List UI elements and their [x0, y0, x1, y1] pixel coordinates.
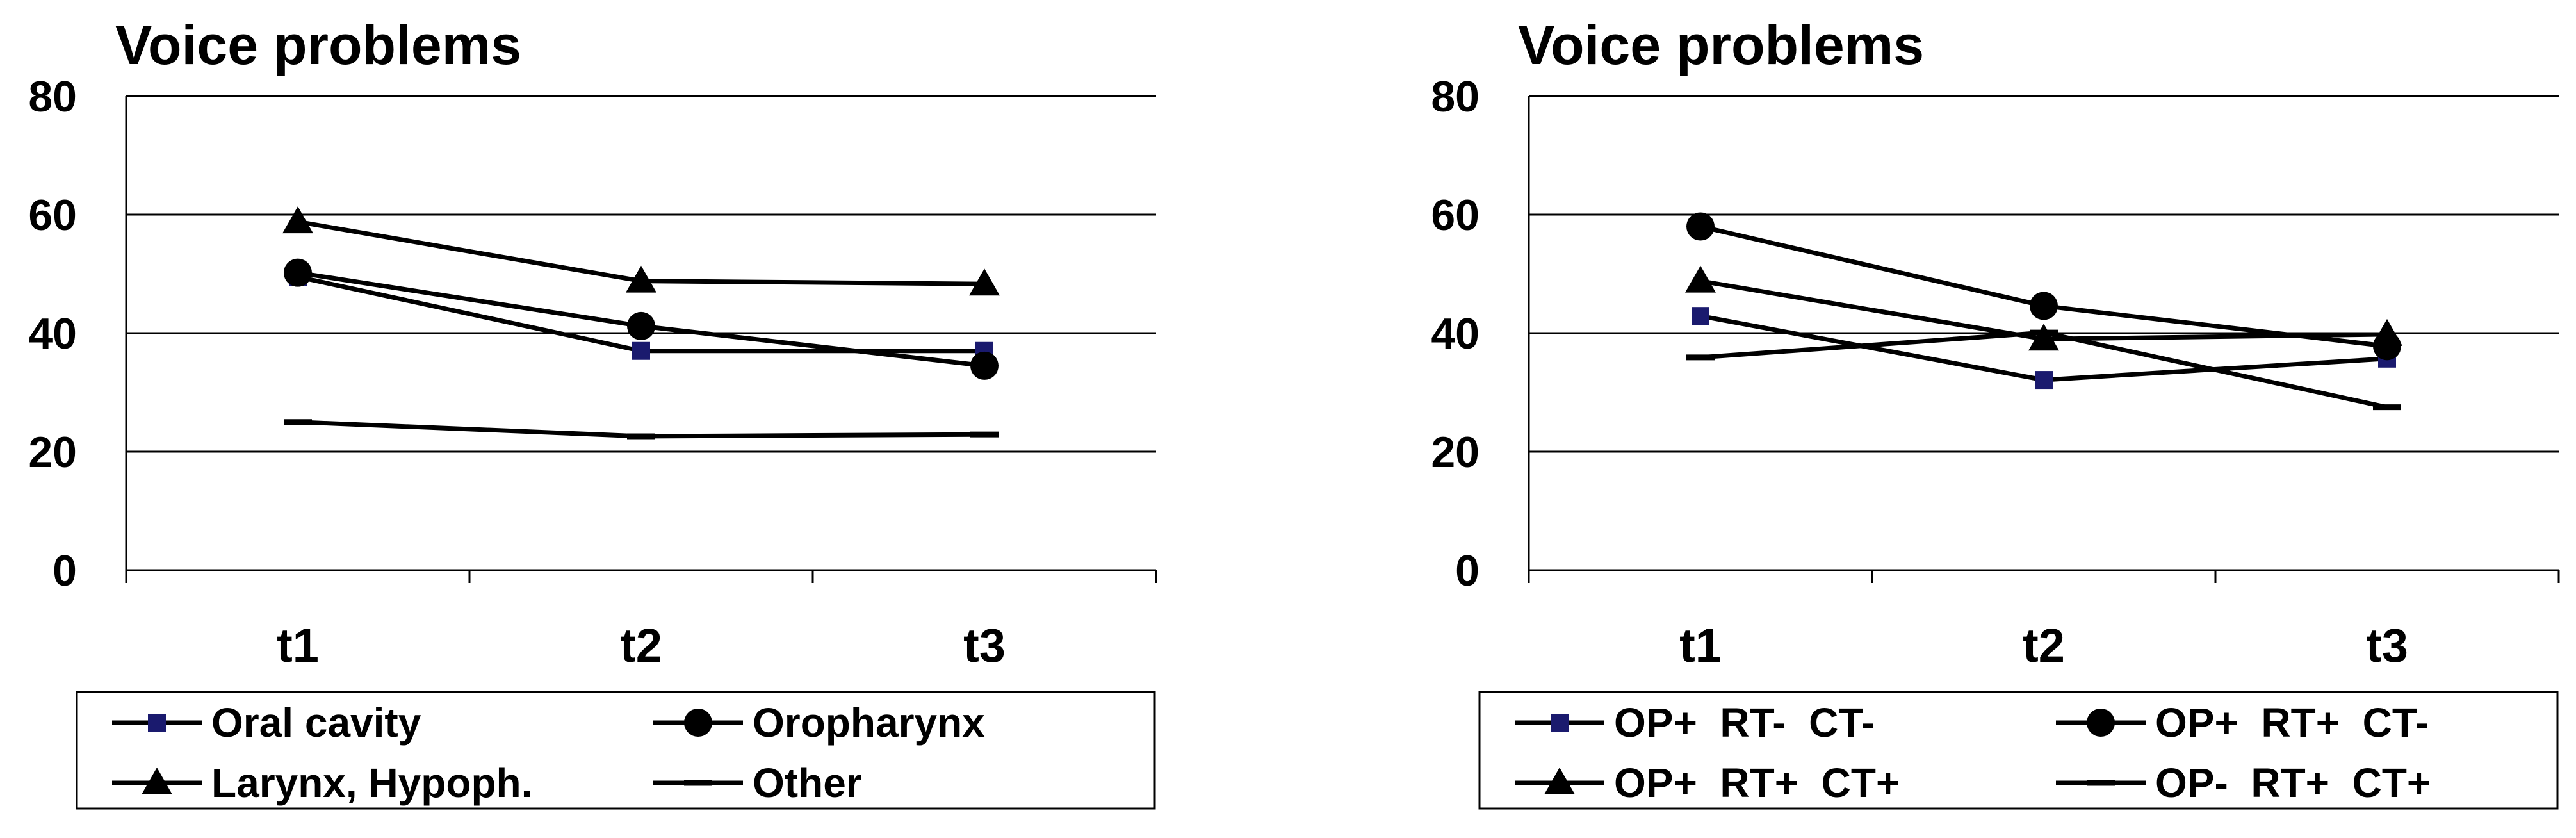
legend-label: OP- RT+ CT+: [2155, 760, 2431, 806]
y-tick-label: 60: [28, 191, 77, 240]
data-point: [1686, 212, 1715, 241]
x-tick-label: t2: [620, 619, 662, 672]
chart-right: Voice problems 0 20 40 60 80 t1 t2 t3 OP+ RT- C…: [1403, 0, 2576, 838]
legend-marker: [142, 768, 172, 794]
legend: OP+ RT- CT- OP+ RT+ CT- OP+ RT+ CT+ OP- RT+…: [1478, 691, 2559, 810]
legend-label: OP+ RT- CT-: [1614, 700, 1875, 746]
data-point: [627, 311, 655, 340]
data-point: [282, 206, 313, 234]
x-tick-label: t3: [963, 619, 1006, 672]
x-tick-label: t2: [2023, 619, 2065, 672]
plot-area: 0 20 40 60 80 t1 t2 t3: [28, 72, 1157, 672]
data-point: [1685, 265, 1716, 293]
data-point: [2028, 324, 2059, 351]
y-tick-label: 80: [1431, 72, 1480, 121]
chart-left-svg: Voice problems 0 20 40 60 80 t1 t2 t3 Oral cavi…: [28, 15, 1157, 810]
y-tick-label: 40: [1431, 309, 1480, 358]
legend-marker: [148, 714, 166, 732]
x-tick-label: t3: [2366, 619, 2408, 672]
y-tick-label: 40: [28, 309, 77, 358]
legend-label: Oropharynx: [753, 700, 985, 746]
data-point: [1692, 307, 1709, 325]
y-tick-label: 0: [1455, 546, 1480, 595]
chart-left: Voice problems 0 20 40 60 80 t1 t2 t3 Oral cavi…: [28, 15, 1157, 810]
legend-label: Oral cavity: [211, 700, 421, 746]
legend: Oral cavity Oropharynx Larynx, Hypoph. Othe…: [76, 691, 1156, 810]
chart-title: Voice problems: [115, 15, 521, 76]
data-point: [2035, 371, 2053, 390]
legend-marker: [684, 709, 712, 737]
y-tick-label: 60: [1431, 191, 1480, 240]
legend-box: [76, 691, 1156, 810]
data-point: [626, 265, 656, 293]
legend-box: [1478, 691, 2559, 810]
y-tick-label: 20: [28, 428, 77, 477]
data-point: [970, 351, 999, 380]
legend-label: Other: [753, 760, 862, 806]
data-point: [2372, 318, 2402, 346]
data-point: [969, 268, 1000, 296]
legend-marker: [1544, 768, 1575, 794]
data-point: [632, 341, 650, 360]
legend-label: OP+ RT+ CT-: [2155, 700, 2429, 746]
y-tick-label: 0: [53, 546, 77, 595]
x-tick-label: t1: [1679, 619, 1722, 672]
x-tick-label: t1: [277, 619, 319, 672]
y-tick-label: 20: [1431, 428, 1480, 477]
legend-marker: [2087, 709, 2115, 737]
chart-title: Voice problems: [1518, 15, 1924, 76]
legend-marker: [1551, 714, 1569, 732]
plot-area: 0 20 40 60 80 t1 t2 t3: [1431, 72, 2560, 672]
y-tick-label: 80: [28, 72, 77, 121]
data-point: [2030, 292, 2058, 320]
legend-label: OP+ RT+ CT+: [1614, 760, 1900, 806]
chart-right-svg: Voice problems 0 20 40 60 80 t1 t2 t3 OP+ RT- C…: [1431, 15, 2560, 810]
data-point: [284, 258, 312, 287]
legend-label: Larynx, Hypoph.: [211, 760, 532, 806]
